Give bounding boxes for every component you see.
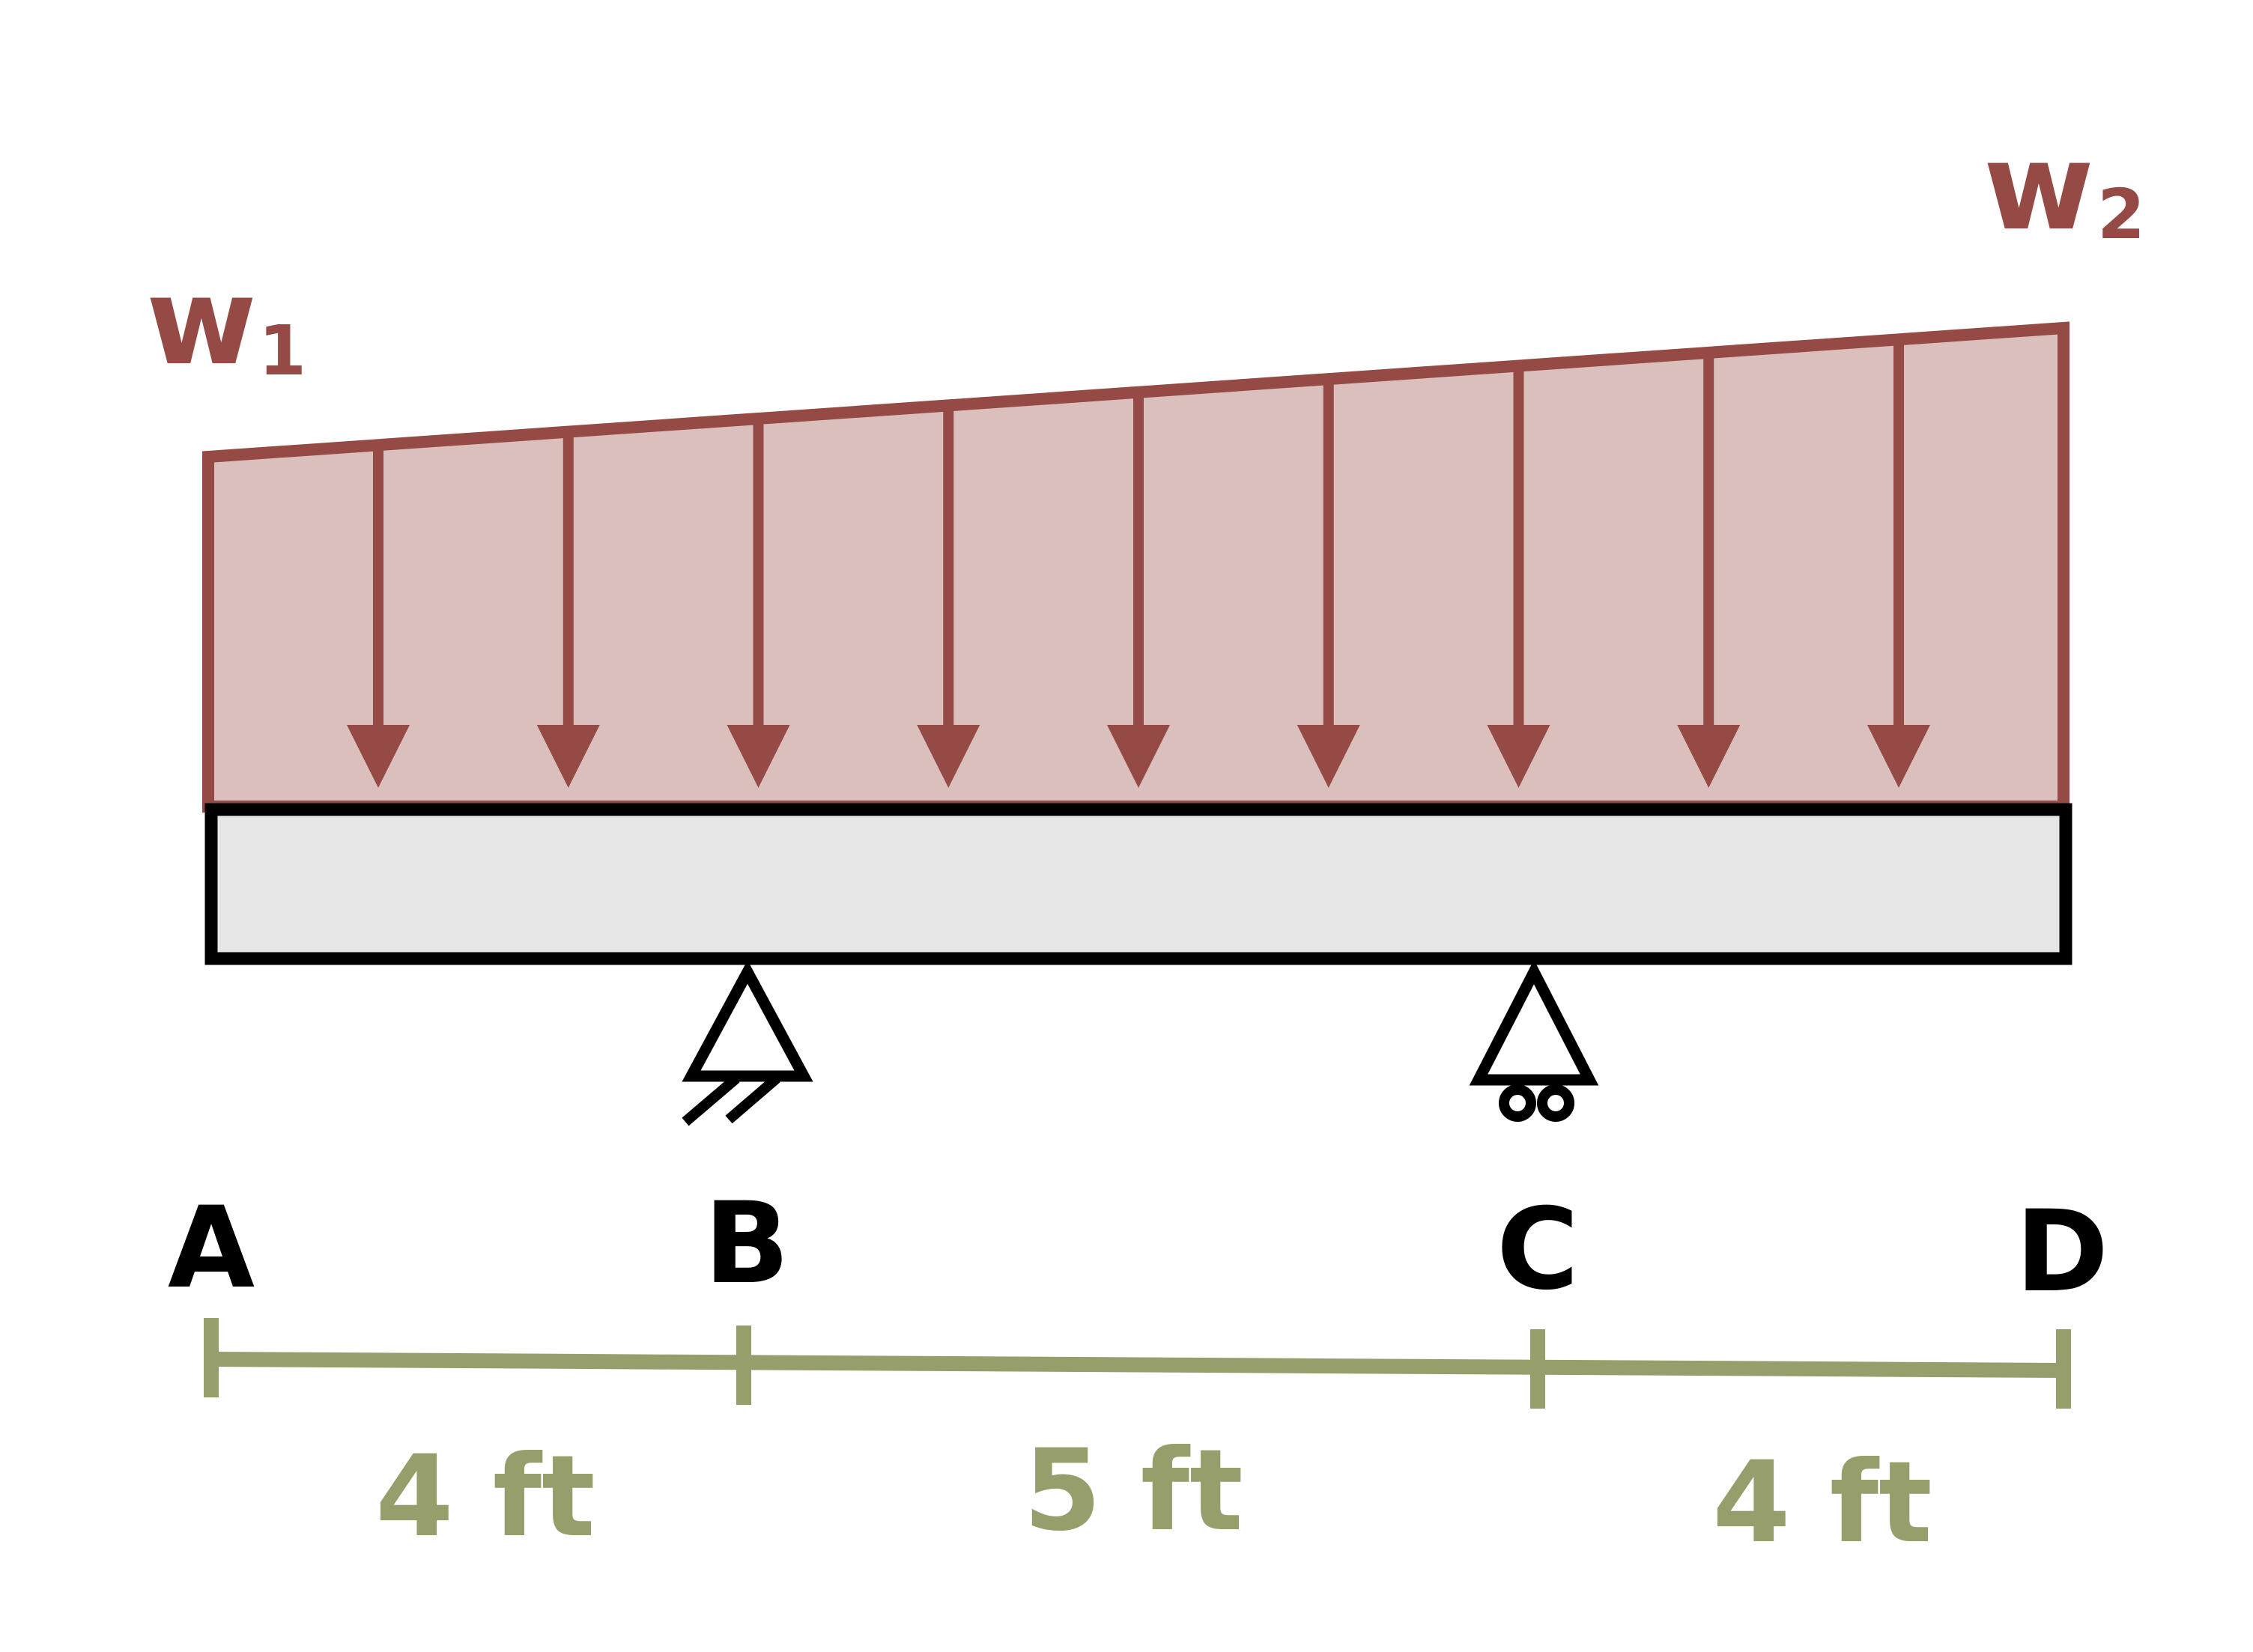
load-arrows bbox=[347, 344, 1930, 788]
load-label-w2-main: w bbox=[1983, 117, 2094, 257]
load-label-w1-sub: 1 bbox=[258, 311, 306, 391]
dimension-line bbox=[204, 1318, 2071, 1409]
point-label-d: D bbox=[2016, 1187, 2109, 1317]
load-arrow-head bbox=[1867, 725, 1930, 788]
distributed-load bbox=[202, 321, 2069, 813]
dimension-label-ab: 4 ft bbox=[375, 1432, 595, 1562]
dimension-label-bc: 5 ft bbox=[1023, 1426, 1243, 1556]
load-label-w2: w 2 bbox=[1983, 117, 2145, 257]
load-arrow-head bbox=[727, 725, 790, 788]
load-arrow bbox=[917, 410, 980, 788]
load-arrow-head bbox=[1677, 725, 1741, 788]
point-label-c: C bbox=[1497, 1185, 1579, 1315]
load-arrow bbox=[1677, 356, 1741, 788]
load-arrow-head bbox=[536, 725, 600, 788]
load-arrow bbox=[1867, 344, 1930, 788]
load-arrow bbox=[347, 449, 410, 788]
load-arrow-head bbox=[1297, 725, 1360, 788]
load-arrow bbox=[1487, 370, 1550, 788]
roller-support-icon bbox=[1469, 959, 1599, 1122]
load-arrow-head bbox=[1487, 725, 1550, 788]
beam bbox=[204, 803, 2072, 965]
load-arrow bbox=[727, 422, 790, 788]
load-arrow bbox=[1107, 396, 1170, 788]
dimension-label-cd: 4 ft bbox=[1712, 1438, 1932, 1568]
load-arrow bbox=[1297, 383, 1360, 788]
load-arrow-head bbox=[1107, 725, 1170, 788]
load-label-w1-main: w bbox=[146, 252, 257, 392]
load-arrow-head bbox=[917, 725, 980, 788]
load-arrow bbox=[536, 436, 600, 788]
point-label-b: B bbox=[704, 1179, 789, 1309]
pin-support-icon bbox=[682, 960, 813, 1126]
load-label-w1: w 1 bbox=[146, 252, 306, 392]
point-label-a: A bbox=[168, 1183, 255, 1314]
load-arrow-head bbox=[347, 725, 410, 788]
load-label-w2-sub: 2 bbox=[2097, 174, 2145, 255]
